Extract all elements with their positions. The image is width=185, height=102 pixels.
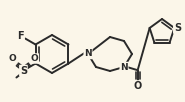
Text: S: S: [20, 65, 27, 75]
Text: N: N: [120, 63, 128, 72]
Text: S: S: [174, 23, 181, 33]
Text: O: O: [134, 81, 142, 91]
Text: O: O: [31, 54, 38, 63]
Text: N: N: [84, 49, 92, 59]
Text: F: F: [18, 31, 24, 41]
Text: O: O: [9, 54, 16, 63]
